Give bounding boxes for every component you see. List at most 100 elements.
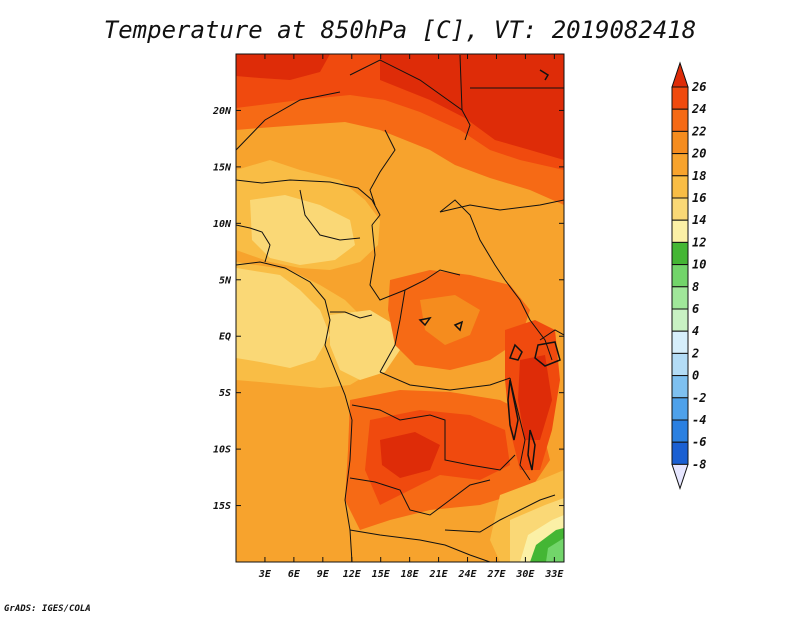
colorbar-segment	[671, 397, 689, 421]
colorbar-label: 12	[692, 235, 706, 249]
colorbar-label: -8	[692, 457, 706, 471]
field-sahara-max	[380, 54, 564, 160]
temperature-field	[236, 54, 564, 562]
y-tick-label: 10N	[213, 219, 232, 230]
border-angola-zambia	[349, 477, 491, 516]
y-tick-label: 5N	[219, 275, 232, 286]
map-title: Temperature at 850hPa [C], VT: 201908241…	[103, 16, 697, 44]
colorbar-segment	[671, 108, 689, 132]
colorbar-label: -4	[692, 413, 706, 427]
border-nigeria	[299, 189, 361, 241]
field-se-lightgreen	[546, 538, 564, 562]
colorbar-segment	[671, 441, 689, 465]
colorbar-label: 24	[691, 102, 706, 116]
y-tick-label: 5S	[219, 388, 231, 399]
x-tick-label: 3E	[258, 569, 272, 580]
x-tick-label: 9E	[317, 569, 330, 580]
colorbar-segment	[671, 175, 689, 199]
x-tick-label: 24E	[457, 569, 477, 580]
colorbar-segment	[671, 264, 689, 288]
border-drc-north	[379, 371, 511, 391]
colorbar-label: 22	[691, 124, 706, 138]
lake-central-1	[418, 316, 432, 327]
field-west-africa-cool	[250, 195, 355, 265]
field-southern-hot	[365, 410, 510, 505]
border-congo-drc	[379, 289, 406, 373]
colorbar-segment	[671, 219, 689, 243]
colorbar-label: 6	[692, 302, 699, 316]
lake-albert	[508, 343, 523, 361]
lake-victoria	[534, 341, 561, 367]
y-tick-label: EQ	[219, 332, 231, 343]
lake-tanganyika	[507, 379, 519, 441]
border-namibia-botswana	[349, 529, 491, 562]
border-zambia-zim	[444, 494, 556, 533]
x-tick-label: 18E	[401, 569, 420, 580]
border-sudan-ss	[439, 199, 564, 213]
colorbar-label: 14	[692, 213, 706, 227]
x-tick-label: 15E	[372, 569, 391, 580]
field-rift-hot	[518, 355, 552, 440]
y-axis: 20N 15N 10N 5N EQ 5S 10S 15S	[212, 106, 564, 512]
border-niger-chad	[369, 129, 396, 206]
lake-malawi	[527, 429, 536, 471]
lake-nasser	[539, 69, 550, 81]
colorbar-label: 18	[692, 169, 706, 183]
country-borders	[236, 54, 564, 562]
border-ss-uganda	[504, 279, 553, 361]
colorbar-bottom-arrow	[671, 463, 689, 490]
colorbar-segment	[671, 308, 689, 332]
colorbar-segment	[671, 153, 689, 177]
colorbar-segment	[671, 197, 689, 221]
y-tick-label: 15S	[213, 501, 231, 512]
colorbar-label: 0	[692, 369, 699, 383]
border-mali-algeria	[236, 91, 341, 151]
x-tick-label: 30E	[515, 569, 535, 580]
field-nw-max	[236, 54, 330, 80]
y-tick-label: 20N	[212, 106, 232, 117]
colorbar-label: -6	[692, 435, 706, 449]
colorbar-label: -2	[692, 391, 706, 405]
border-angola-drc	[351, 404, 516, 471]
field-gabon-cool	[330, 310, 400, 380]
border-rift	[509, 377, 531, 481]
colorbar-segment	[671, 352, 689, 377]
colorbar-label: 16	[692, 191, 706, 205]
colorbar-label: 10	[692, 258, 706, 272]
border-ghana-togo	[236, 224, 271, 263]
coastline-west	[236, 261, 353, 562]
x-axis: 3E 6E 9E 12E 15E 18E 21E 24E 27E 30E 33E	[258, 54, 564, 580]
colorbar-label: 2	[691, 346, 699, 360]
colorbar-segment	[671, 330, 689, 354]
colorbar-label: 26	[691, 80, 706, 94]
border-chad-sudan	[439, 199, 506, 281]
colorbar-segment	[671, 130, 689, 155]
border-sahel	[236, 179, 381, 226]
grads-credit: GrADS: IGES/COLA	[4, 604, 91, 614]
y-tick-label: 15N	[213, 162, 232, 173]
colorbar-top-arrow	[671, 61, 689, 88]
colorbar-label: 4	[692, 324, 699, 338]
y-tick-label: 10S	[213, 445, 231, 456]
lake-central-2	[453, 320, 464, 332]
field-central-mid	[420, 295, 480, 345]
x-tick-label: 27E	[486, 569, 506, 580]
border-cameroon-car	[369, 224, 461, 301]
colorbar-label: 20	[691, 147, 706, 161]
field-southern-max	[380, 432, 440, 478]
colorbar-segment	[671, 86, 689, 110]
colorbar-segment	[671, 419, 689, 443]
border-libya-niger	[349, 59, 463, 111]
x-tick-label: 33E	[544, 569, 564, 580]
border-kenya	[539, 329, 564, 341]
x-tick-label: 21E	[429, 569, 449, 580]
colorbar-segment	[671, 241, 689, 266]
x-tick-label: 6E	[288, 569, 301, 580]
field-gulf-cool	[236, 268, 330, 368]
colorbar-label: 8	[692, 280, 699, 294]
plot-frame	[235, 53, 565, 563]
lakes	[418, 69, 561, 471]
border-eq-guinea	[330, 311, 373, 319]
